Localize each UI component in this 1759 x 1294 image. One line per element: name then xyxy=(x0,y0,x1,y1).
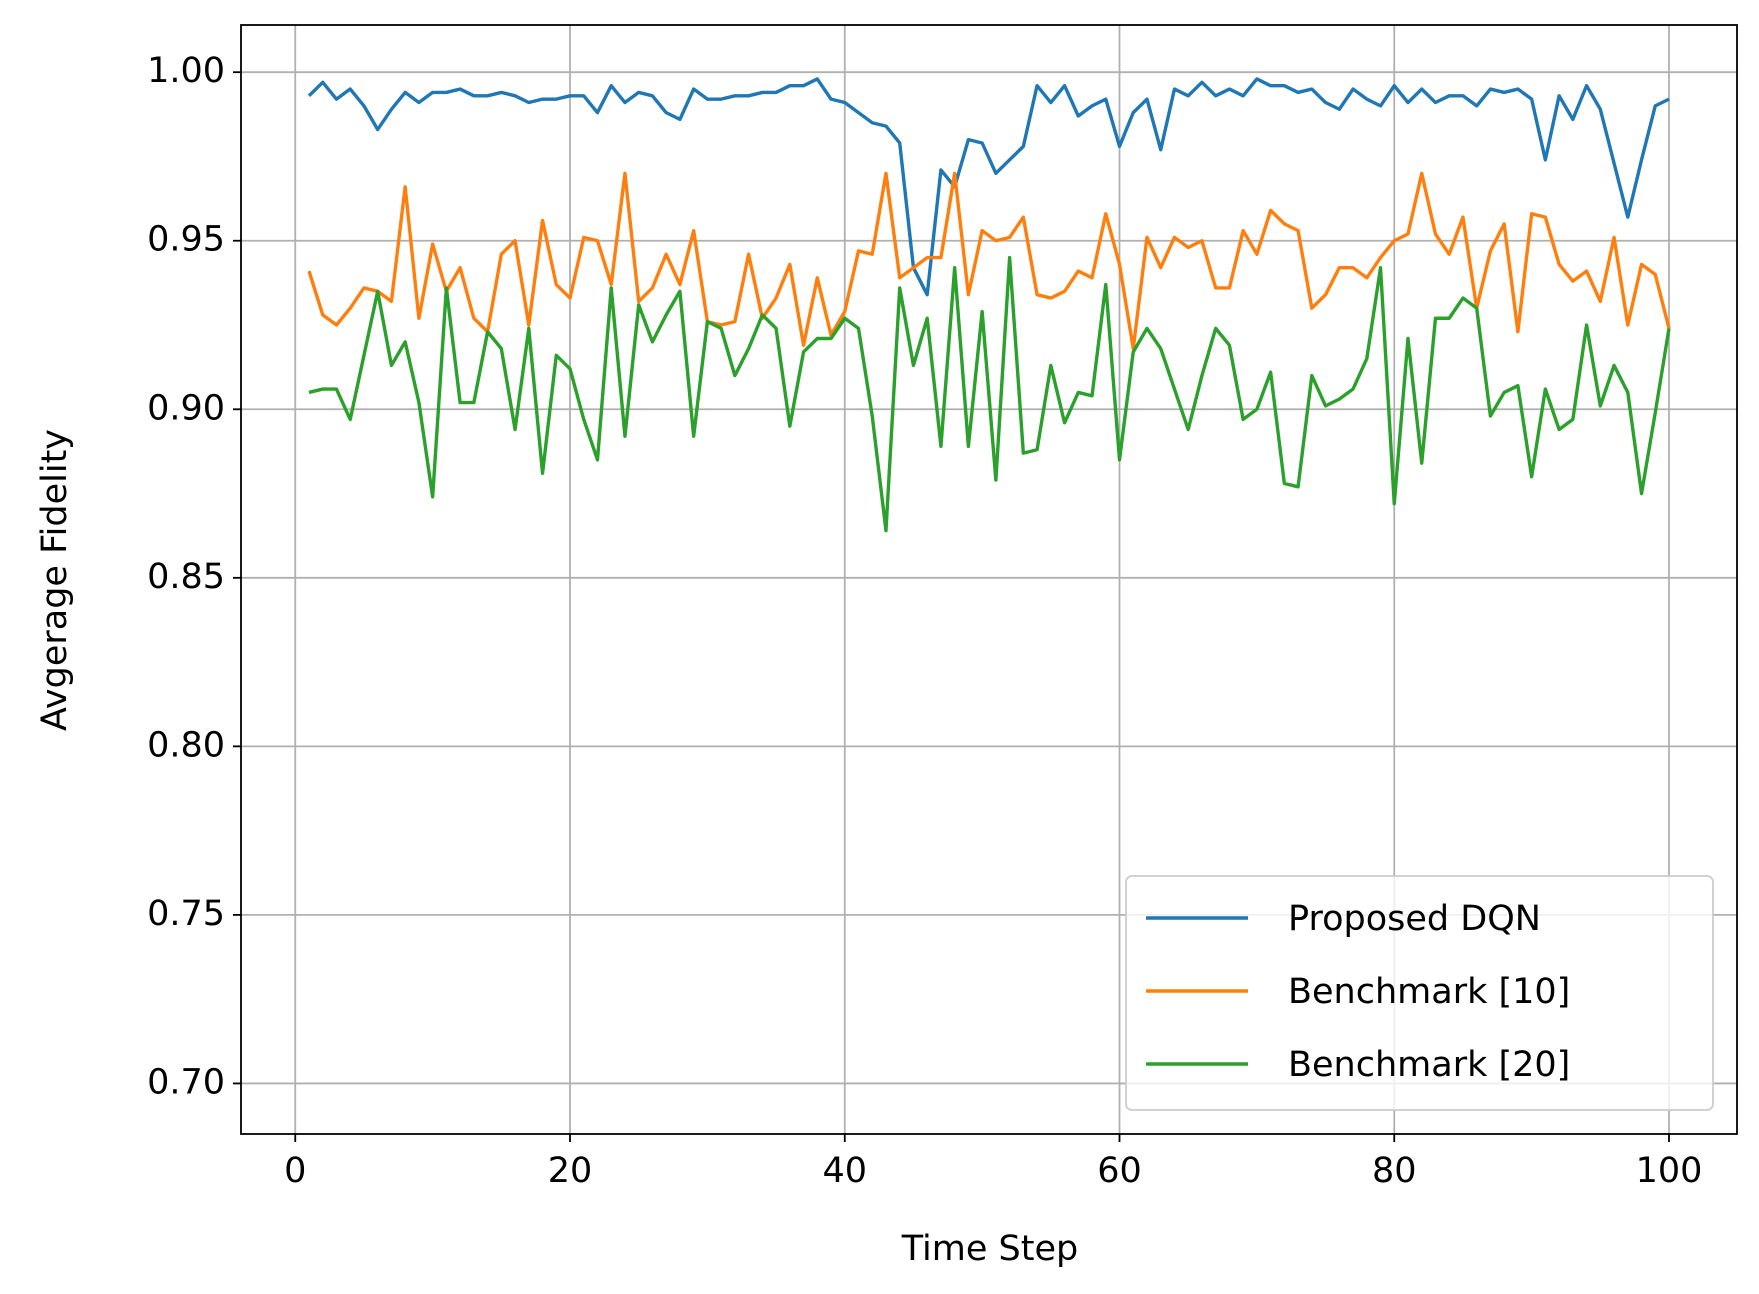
y-tick-label: 0.85 xyxy=(147,557,225,597)
y-tick-label: 0.80 xyxy=(147,725,225,765)
y-tick-label: 0.75 xyxy=(147,894,225,934)
x-tick-label: 40 xyxy=(822,1151,867,1191)
legend: Proposed DQN Benchmark [10] Benchmark [20] xyxy=(1125,875,1714,1111)
x-tick-label: 100 xyxy=(1636,1151,1703,1191)
y-tick-label: 0.70 xyxy=(147,1062,225,1102)
plot-frame xyxy=(240,24,1738,1135)
y-axis-label: Avgerage Fidelity xyxy=(35,429,75,731)
legend-label: Proposed DQN xyxy=(1288,899,1541,939)
data-line xyxy=(307,171,1671,351)
data-line xyxy=(307,77,1670,297)
y-tick-label: 1.00 xyxy=(147,51,225,91)
x-tick-label: 80 xyxy=(1372,1151,1417,1191)
y-tick-label: 0.95 xyxy=(147,220,225,260)
x-tick-label: 60 xyxy=(1097,1151,1142,1191)
legend-label: Benchmark [20] xyxy=(1288,1045,1570,1085)
x-tick-label: 20 xyxy=(548,1151,593,1191)
legend-label: Benchmark [10] xyxy=(1288,972,1570,1012)
x-axis-label: Time Step xyxy=(901,1229,1078,1269)
data-line xyxy=(308,255,1671,533)
legend-box xyxy=(1125,875,1714,1111)
x-tick-label: 0 xyxy=(284,1151,306,1191)
y-tick-label: 0.90 xyxy=(147,388,225,428)
